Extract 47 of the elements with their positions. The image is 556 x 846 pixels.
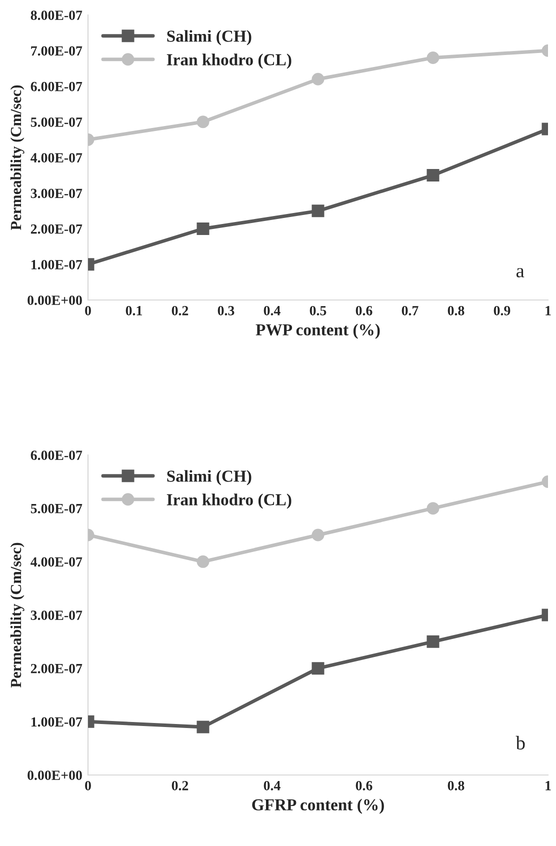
y-tick-label: 5.00E-07 [30,504,82,514]
legend-label: Iran khodro (CL) [166,494,292,509]
y-tick-label: 0.00E+00 [28,296,82,306]
legend-label: Salimi (CH) [167,470,252,486]
point [312,662,324,675]
y-tick-label: 3.00E-07 [30,188,82,198]
x-tick-label: 0.5 [310,306,326,316]
x-tick-label: 0.3 [218,306,234,316]
y-tick-label: 2.00E-07 [30,664,82,674]
x-tick-label: 0.9 [494,306,510,316]
x-tick-label: 0.4 [264,780,280,790]
x-tick-label: 0.8 [448,306,464,316]
y-axis-title: Permeability (Cm/sec) [10,85,24,230]
x-tick-label: 0.6 [356,306,372,316]
y-tick-label: 2.00E-07 [30,224,82,234]
y-tick-label: 1.00E-07 [31,717,82,727]
x-tick-label: 0.2 [172,306,188,316]
x-tick-label: 0.2 [172,780,188,790]
x-axis-title: GFRP content (%) [252,798,384,814]
x-tick-label: 0.1 [126,306,142,316]
y-tick-label: 0.00E+00 [28,770,82,780]
y-tick-label: 8.00E-07 [30,10,82,20]
legend-label: Salimi (CH) [167,30,252,46]
annotation: a [516,268,524,278]
annotation: b [516,736,525,750]
y-tick-label: 1.00E-07 [31,260,82,270]
point [312,528,324,542]
y-tick-label: 4.00E-07 [30,153,82,163]
point [312,72,324,86]
x-tick-label: 0.6 [356,780,372,790]
y-tick-label: 3.00E-07 [30,610,82,620]
y-tick-label: 4.00E-07 [30,557,82,567]
legend-label: Iran khodro (CL) [166,54,292,69]
y-tick-label: 5.00E-07 [30,117,82,127]
y-tick-label: 6.00E-07 [30,82,82,92]
point [312,204,324,218]
x-axis-title: PWP content (%) [256,324,380,339]
x-tick-label: 1 [546,306,551,316]
x-tick-label: 0.4 [264,306,280,316]
y-tick-label: 6.00E-07 [30,450,82,460]
x-tick-label: 0 [85,306,91,316]
x-tick-label: 0.8 [448,780,464,790]
x-tick-label: 0 [85,780,91,790]
y-axis-title: Permeability (Cm/sec) [10,542,24,688]
x-tick-label: 1 [546,781,551,790]
x-tick-label: 0.7 [402,306,418,316]
y-tick-label: 7.00E-07 [31,46,82,56]
